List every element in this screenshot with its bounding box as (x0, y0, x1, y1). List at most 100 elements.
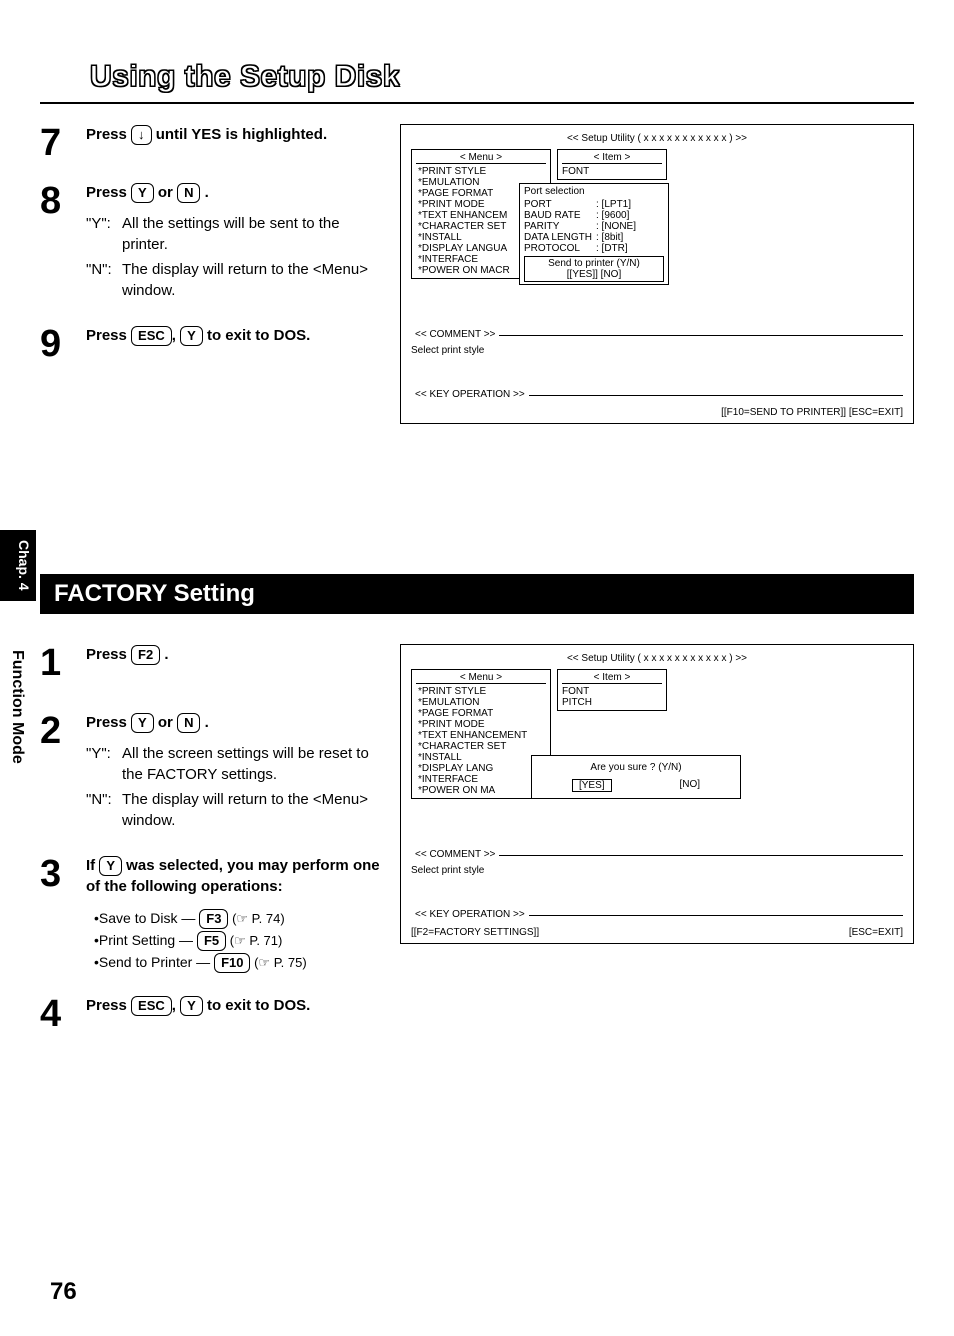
step-3: 3 If Y was selected, you may perform one… (40, 855, 380, 975)
step-text: If Y was selected, you may perform one o… (86, 855, 380, 975)
keyop-text: [[F10=SEND TO PRINTER]] [ESC=EXIT] (411, 407, 903, 418)
list-item: *INTERFACE (416, 774, 546, 785)
y-desc: All the screen settings will be reset to… (122, 743, 380, 785)
no-option: [NO] (679, 779, 700, 792)
item-header: < Item > (562, 672, 662, 684)
esc-key: ESC (131, 996, 172, 1016)
item-window: < Item > FONT (557, 149, 667, 180)
step-number: 1 (40, 644, 76, 682)
port-row: PORT: [LPT1] (524, 199, 664, 210)
step-number: 3 (40, 855, 76, 975)
y-key: Y (131, 713, 154, 733)
comment-label: << COMMENT >> (411, 329, 499, 340)
keyop-label: << KEY OPERATION >> (411, 389, 529, 400)
step-text: Press ESC, Y to exit to DOS. (86, 325, 380, 363)
page-title: Using the Setup Disk (90, 60, 914, 94)
bullet-item: •Save to Disk — F3 (☞ P. 74) (94, 909, 380, 929)
key-operation-section: << KEY OPERATION >> [[F2=FACTORY SETTING… (411, 915, 903, 938)
factory-setting-heading: FACTORY Setting (40, 574, 914, 614)
y-key: Y (180, 326, 203, 346)
n-desc: The display will return to the <Menu> wi… (122, 259, 380, 301)
list-item: *INSTALL (416, 752, 546, 763)
step-text: Press Y or N . "Y":All the settings will… (86, 182, 380, 305)
confirm-text: Are you sure ? (Y/N) (538, 762, 734, 773)
step-9: 9 Press ESC, Y to exit to DOS. (40, 325, 380, 363)
esc-key: ESC (131, 326, 172, 346)
keyop-label: << KEY OPERATION >> (411, 909, 529, 920)
comment-section: << COMMENT >> Select print style (411, 335, 903, 356)
n-desc: The display will return to the <Menu> wi… (122, 789, 380, 831)
menu-header: < Menu > (416, 672, 546, 684)
send-prompt: Send to printer (Y/N) [[YES]] [NO] (524, 256, 664, 282)
step-number: 9 (40, 325, 76, 363)
upper-steps-col: 7 Press ↓ until YES is highlighted. 8 Pr… (40, 124, 380, 424)
down-arrow-key: ↓ (131, 125, 152, 145)
list-item: *EMULATION (416, 697, 546, 708)
f2-key: F2 (131, 645, 160, 665)
y-label: "Y": (86, 213, 122, 255)
bullet-item: •Print Setting — F5 (☞ P. 71) (94, 931, 380, 951)
list-item: *PRINT STYLE (416, 166, 546, 177)
menu-window: < Menu > *PRINT STYLE*EMULATION*PAGE FOR… (411, 669, 551, 799)
y-key: Y (99, 856, 122, 876)
chapter-tab: Chap. 4 (0, 530, 36, 601)
list-item: *CHARACTER SET (416, 741, 546, 752)
step-1: 1 Press F2 . (40, 644, 380, 682)
step-text: Press ESC, Y to exit to DOS. (86, 995, 380, 1033)
title-rule (40, 102, 914, 104)
comment-text: Select print style (411, 345, 903, 356)
keyop-right: [ESC=EXIT] (849, 927, 903, 938)
port-row: DATA LENGTH: [8bit] (524, 232, 664, 243)
y-key: Y (180, 996, 203, 1016)
confirm-dialog: Are you sure ? (Y/N) [YES] [NO] (531, 755, 741, 799)
yes-option: [YES] (572, 779, 612, 792)
step-number: 4 (40, 995, 76, 1033)
menu-header: < Menu > (416, 152, 546, 164)
page-number: 76 (50, 1278, 77, 1306)
n-label: "N": (86, 259, 122, 301)
list-item: *TEXT ENHANCEMENT (416, 730, 546, 741)
list-item: PITCH (562, 697, 662, 708)
item-window: < Item > FONTPITCH (557, 669, 667, 711)
list-item: *PAGE FORMAT (416, 708, 546, 719)
n-key: N (177, 183, 200, 203)
list-item: *PRINT MODE (416, 719, 546, 730)
y-key: Y (131, 183, 154, 203)
port-row: BAUD RATE: [9600] (524, 210, 664, 221)
step-2: 2 Press Y or N . "Y":All the screen sett… (40, 712, 380, 835)
step-text: Press ↓ until YES is highlighted. (86, 124, 380, 162)
step-text: Press F2 . (86, 644, 380, 682)
y-desc: All the settings will be sent to the pri… (122, 213, 380, 255)
keyop-left: [[F2=FACTORY SETTINGS]] (411, 927, 539, 938)
panel-title: << Setup Utility ( x x x x x x x x x x x… (407, 133, 907, 144)
list-item: *POWER ON MA (416, 785, 546, 796)
panel-title: << Setup Utility ( x x x x x x x x x x x… (407, 653, 907, 664)
port-row: PARITY: [NONE] (524, 221, 664, 232)
port-row: PROTOCOL: [DTR] (524, 243, 664, 254)
step-number: 8 (40, 182, 76, 305)
port-selection-box: Port selection PORT: [LPT1]BAUD RATE: [9… (519, 183, 669, 285)
comment-text: Select print style (411, 865, 903, 876)
list-item: *PRINT STYLE (416, 686, 546, 697)
key-operation-section: << KEY OPERATION >> [[F10=SEND TO PRINTE… (411, 395, 903, 418)
comment-section: << COMMENT >> Select print style (411, 855, 903, 876)
lower-steps-col: 1 Press F2 . 2 Press Y or N . "Y":All th… (40, 644, 380, 1053)
step-7: 7 Press ↓ until YES is highlighted. (40, 124, 380, 162)
comment-label: << COMMENT >> (411, 849, 499, 860)
setup-utility-panel-1: << Setup Utility ( x x x x x x x x x x x… (400, 124, 914, 424)
n-key: N (177, 713, 200, 733)
y-label: "Y": (86, 743, 122, 785)
port-title: Port selection (524, 186, 664, 197)
item-header: < Item > (562, 152, 662, 164)
step-4: 4 Press ESC, Y to exit to DOS. (40, 995, 380, 1033)
n-label: "N": (86, 789, 122, 831)
list-item: *DISPLAY LANG (416, 763, 546, 774)
bullet-item: •Send to Printer — F10 (☞ P. 75) (94, 953, 380, 973)
setup-utility-panel-2: << Setup Utility ( x x x x x x x x x x x… (400, 644, 914, 944)
step-number: 2 (40, 712, 76, 835)
step-8: 8 Press Y or N . "Y":All the settings wi… (40, 182, 380, 305)
step-number: 7 (40, 124, 76, 162)
sidebar-label: Function Mode (8, 650, 26, 764)
list-item: FONT (562, 686, 662, 697)
step-text: Press Y or N . "Y":All the screen settin… (86, 712, 380, 835)
